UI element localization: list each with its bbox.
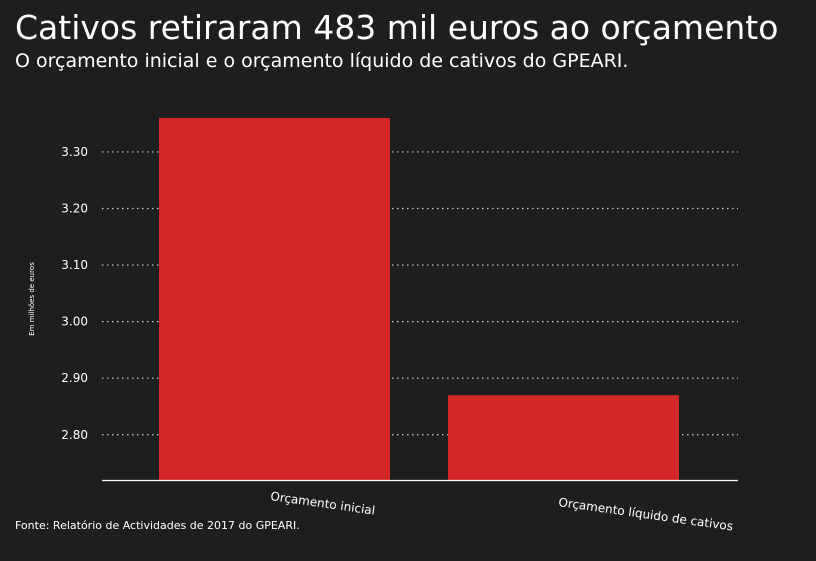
chart-title: Cativos retiraram 483 mil euros ao orçam… [15, 8, 779, 47]
source-note: Fonte: Relatório de Actividades de 2017 … [15, 519, 300, 532]
x-axis-labels: Orçamento inicial Orçamento líquido de ca… [270, 489, 734, 533]
y-tick-label: 2.90 [61, 371, 88, 385]
chart-subtitle: O orçamento inicial e o orçamento líquid… [15, 50, 629, 72]
y-axis-ticks: 2.80 2.90 3.00 3.10 3.20 3.30 [61, 145, 88, 442]
y-tick-label: 3.00 [61, 315, 88, 329]
y-axis-label: Em milhões de euros [28, 262, 36, 336]
y-tick-label: 2.80 [61, 428, 88, 442]
x-tick-label: Orçamento inicial [270, 489, 376, 518]
y-tick-label: 3.20 [61, 202, 88, 216]
y-tick-label: 3.10 [61, 258, 88, 272]
y-tick-label: 3.30 [61, 145, 88, 159]
bars [159, 118, 679, 480]
x-tick-label: Orçamento líquido de cativos [558, 495, 734, 533]
bar-orcamento-inicial [159, 118, 390, 480]
bar-orcamento-liquido [448, 395, 679, 480]
